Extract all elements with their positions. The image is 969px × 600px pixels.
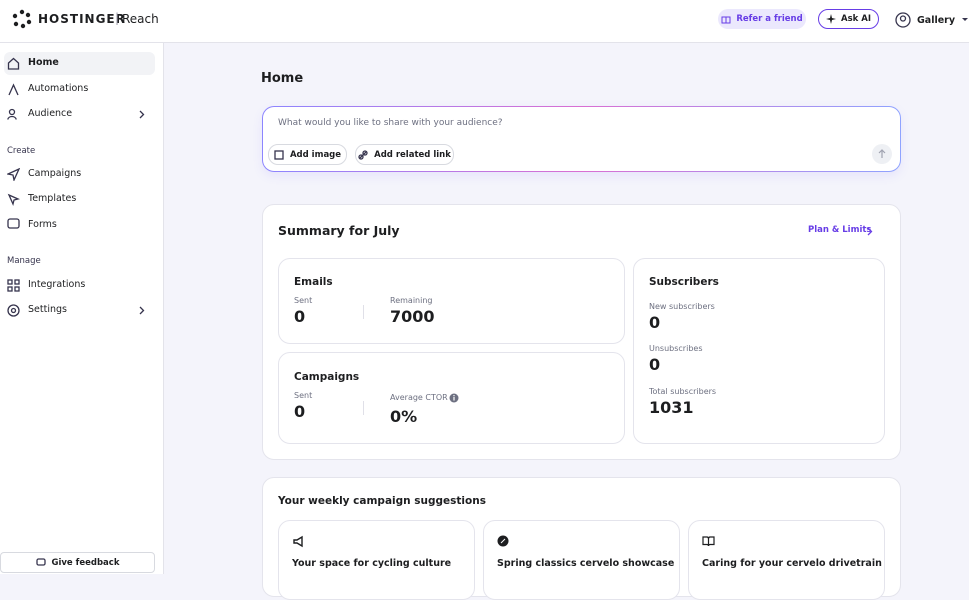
nav-item[interactable]: Integrations bbox=[28, 279, 86, 290]
metric-label: New subscribers bbox=[649, 302, 715, 311]
chevron bbox=[139, 110, 145, 119]
suggestion-title: Caring for your cervelo drivetrain bbox=[702, 558, 882, 569]
add-image-label: Add image bbox=[289, 149, 342, 160]
divider bbox=[363, 305, 364, 319]
section-title: Manage bbox=[7, 256, 41, 266]
send-icon bbox=[7, 168, 20, 181]
card-title: Emails bbox=[294, 276, 333, 288]
feedback-label: Give feedback bbox=[51, 557, 120, 568]
refer-button[interactable]: Refer a friend bbox=[718, 9, 806, 29]
caret bbox=[962, 18, 969, 21]
page-title: Home bbox=[261, 71, 304, 86]
nav-item[interactable]: Audience bbox=[28, 108, 73, 119]
suggestions-title: Your weekly campaign suggestions bbox=[278, 495, 486, 507]
refer-label: Refer a friend bbox=[736, 14, 803, 24]
nav-item[interactable]: Settings bbox=[28, 304, 67, 315]
info-icon[interactable] bbox=[449, 393, 459, 403]
metric-value: 0 bbox=[294, 307, 306, 326]
card-title: Campaigns bbox=[294, 371, 360, 383]
summary-card: Summary for July Plan & Limits Emails Se… bbox=[262, 204, 901, 460]
metric-value: 0 bbox=[294, 402, 306, 421]
subscribers-card: Subscribers New subscribers 0 Unsubscrib… bbox=[633, 258, 885, 444]
add-image-button[interactable]: Add image bbox=[268, 144, 347, 165]
divider bbox=[363, 401, 364, 415]
section-title: Create bbox=[7, 146, 36, 156]
composer: What would you like to share with your a… bbox=[262, 106, 901, 172]
template-icon bbox=[7, 193, 20, 206]
metric-label: Total subscribers bbox=[649, 387, 717, 396]
form-icon bbox=[7, 218, 20, 229]
suggestion-card[interactable]: Spring classics cervelo showcase bbox=[483, 520, 680, 600]
chevron bbox=[867, 227, 873, 236]
campaigns-card: Campaigns Sent 0 Average CTOR 0% bbox=[278, 352, 625, 444]
nav-item[interactable]: Forms bbox=[28, 219, 57, 230]
account-menu[interactable]: Gallery bbox=[895, 10, 969, 30]
user-icon bbox=[895, 12, 911, 28]
metric-value: 0 bbox=[649, 355, 661, 374]
nav-item[interactable]: Templates bbox=[28, 193, 77, 204]
metric-value: 0% bbox=[390, 407, 418, 426]
separator: | bbox=[115, 11, 120, 25]
ask-ai-label: Ask AI bbox=[841, 14, 871, 24]
sidebar: Home Automations Audience Create Campaig… bbox=[0, 43, 164, 574]
sparkle-icon bbox=[826, 14, 836, 24]
feedback-icon bbox=[35, 557, 46, 566]
chevron bbox=[139, 306, 145, 315]
image-icon bbox=[274, 149, 284, 160]
add-link-button[interactable]: Add related link bbox=[355, 144, 454, 165]
badge-icon bbox=[497, 535, 509, 547]
metric-value: 7000 bbox=[390, 307, 435, 326]
account-name: Gallery bbox=[917, 14, 956, 26]
audience-icon bbox=[7, 108, 17, 120]
metric-label: Unsubscribes bbox=[649, 344, 703, 353]
settings-icon bbox=[7, 304, 20, 317]
nav-item[interactable]: Automations bbox=[28, 83, 89, 94]
metric-value: 0 bbox=[649, 313, 661, 332]
suggestion-title: Your space for cycling culture bbox=[292, 558, 452, 569]
composer-input[interactable]: What would you like to share with your a… bbox=[278, 118, 503, 128]
home-icon bbox=[7, 57, 20, 70]
metric-label: Sent bbox=[294, 296, 313, 305]
megaphone-icon bbox=[293, 535, 303, 548]
emails-card: Emails Sent 0 Remaining 7000 bbox=[278, 258, 625, 344]
brand: HOSTINGER bbox=[38, 12, 126, 26]
suggestions-card: Your weekly campaign suggestions Your sp… bbox=[262, 477, 901, 600]
logo-icon bbox=[12, 9, 32, 29]
suggestion-card[interactable]: Your space for cycling culture bbox=[278, 520, 475, 600]
metric-value: 1031 bbox=[649, 398, 694, 417]
feedback-button[interactable]: Give feedback bbox=[0, 552, 155, 573]
summary-title: Summary for July bbox=[278, 223, 400, 238]
nav-item[interactable]: Home bbox=[28, 57, 59, 68]
integrations-icon bbox=[7, 279, 20, 292]
suggestion-card[interactable]: Caring for your cervelo drivetrain bbox=[688, 520, 885, 600]
metric-label: Sent bbox=[294, 391, 313, 400]
nav-item[interactable]: Campaigns bbox=[28, 168, 82, 179]
plan-link[interactable]: Plan & Limits bbox=[808, 225, 872, 235]
active-highlight bbox=[4, 52, 155, 75]
book-icon bbox=[702, 536, 715, 547]
send-button[interactable] bbox=[871, 143, 893, 165]
product: Reach bbox=[122, 12, 159, 26]
gift-icon bbox=[721, 16, 731, 24]
top-bar: HOSTINGER | Reach Refer a friend Ask AI … bbox=[0, 0, 969, 43]
ask-ai-button[interactable]: Ask AI bbox=[818, 9, 879, 29]
automation-icon bbox=[8, 83, 19, 96]
card-title: Subscribers bbox=[649, 276, 719, 288]
metric-label: Average CTOR bbox=[390, 393, 448, 402]
link-icon bbox=[358, 149, 368, 160]
composer-inner: What would you like to share with your a… bbox=[263, 107, 900, 171]
add-link-label: Add related link bbox=[374, 149, 451, 160]
suggestion-title: Spring classics cervelo showcase bbox=[497, 558, 675, 569]
metric-label: Remaining bbox=[390, 296, 433, 305]
